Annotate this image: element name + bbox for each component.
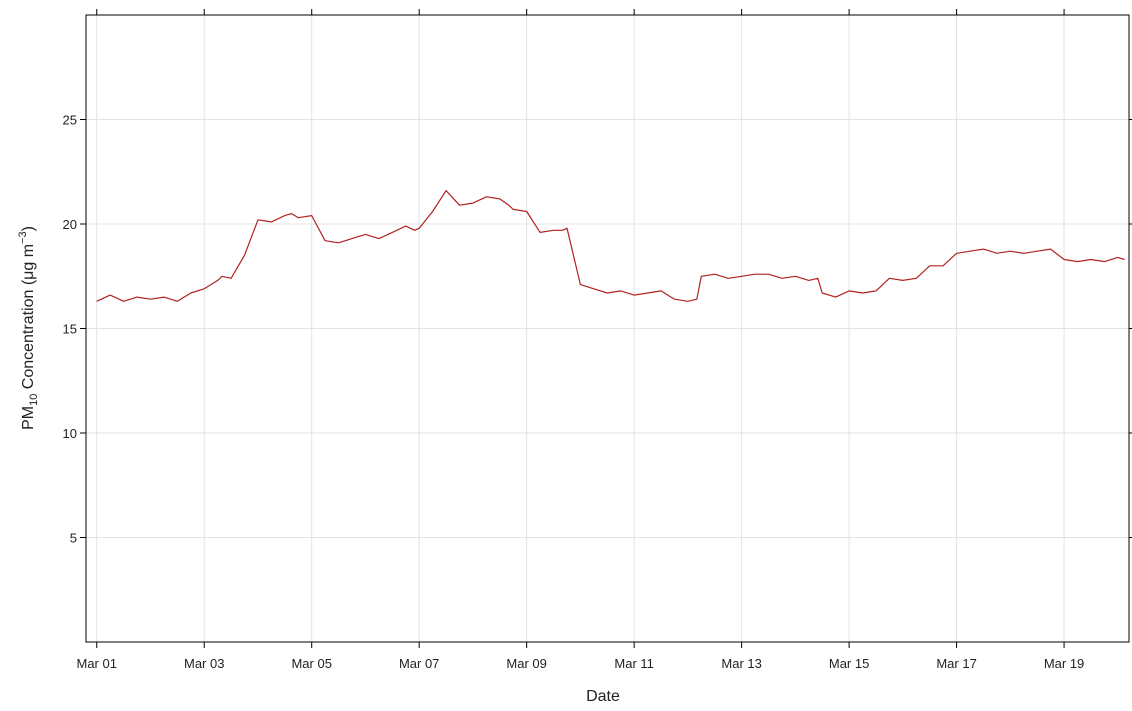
y-axis-label-suffix: ) (20, 226, 37, 231)
y-axis-label-mu: μ (20, 271, 37, 280)
x-axis-tick-labels: Mar 01 Mar 03 Mar 05 Mar 07 Mar 09 Mar 11 Mar … (77, 656, 1085, 671)
x-tick-label: Mar 17 (936, 656, 976, 671)
series-layer (96, 190, 1125, 302)
x-tick-label: Mar 07 (399, 656, 439, 671)
grid (86, 15, 1129, 642)
x-tick-label: Mar 09 (506, 656, 546, 671)
x-tick-label: Mar 19 (1044, 656, 1084, 671)
y-tick-label: 5 (70, 531, 77, 546)
y-axis-label-prefix: PM (20, 406, 37, 430)
y-tick-label: 10 (63, 426, 77, 441)
x-tick-label: Mar 13 (721, 656, 761, 671)
axis-ticks (80, 9, 1132, 648)
y-axis-label-unit: g m (20, 244, 37, 271)
x-axis-label: Date (586, 688, 620, 705)
y-tick-label: 15 (63, 322, 77, 337)
x-tick-label: Mar 03 (184, 656, 224, 671)
x-tick-label: Mar 15 (829, 656, 869, 671)
y-axis-label-superscript: −3 (17, 231, 29, 244)
x-tick-label: Mar 01 (77, 656, 117, 671)
y-axis-label-subscript: 10 (28, 394, 40, 406)
y-tick-label: 20 (63, 217, 77, 232)
x-tick-label: Mar 05 (291, 656, 331, 671)
x-tick-label: Mar 11 (614, 656, 654, 671)
y-tick-label: 25 (63, 113, 77, 128)
pm10-series-line (96, 190, 1125, 302)
y-axis-label-middle: Concentration ( (20, 279, 37, 394)
y-axis-tick-labels: 5 10 15 20 25 (63, 113, 77, 546)
y-axis-label: PM10 Concentration (μg m−3) (17, 226, 40, 430)
